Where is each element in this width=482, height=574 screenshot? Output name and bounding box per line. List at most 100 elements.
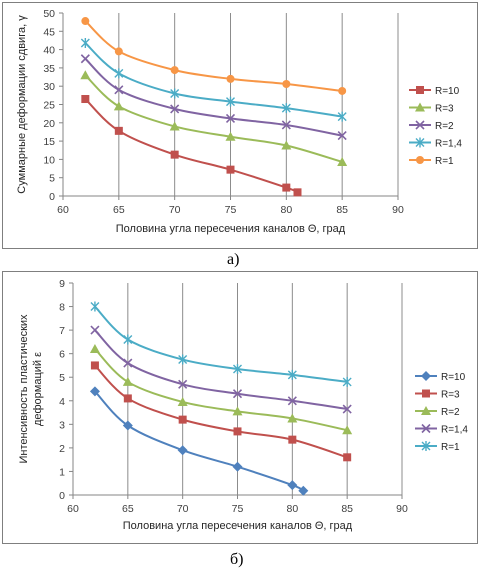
x-tick-label: 70	[169, 204, 181, 216]
y-axis-title: Интенсивность пластических деформаций ε	[18, 314, 44, 464]
legend-marker	[422, 389, 430, 398]
legend-label: R=1,4	[435, 139, 462, 150]
data-point	[226, 74, 235, 83]
data-point	[122, 376, 133, 386]
y-tick-label: 4	[59, 396, 65, 408]
data-point	[90, 325, 100, 335]
data-point	[225, 113, 236, 123]
series-R=1,4	[90, 325, 352, 414]
series-R=10	[89, 386, 309, 496]
data-point	[123, 358, 133, 368]
data-point	[232, 461, 243, 472]
y-axis-title: Суммарные деформации сдвига, γ	[16, 15, 28, 194]
data-point	[337, 156, 348, 166]
series-line	[84, 42, 343, 118]
series-line	[84, 58, 343, 137]
y-axis-title-line: деформаций ε	[32, 352, 44, 426]
data-point	[80, 70, 91, 80]
y-tick-label: 15	[43, 136, 55, 148]
data-point	[89, 386, 100, 397]
data-point	[337, 111, 347, 122]
y-axis-title-line: Интенсивность пластических	[18, 314, 30, 464]
x-tick-label: 85	[336, 204, 348, 216]
series-line	[84, 20, 343, 92]
x-tick-label: 75	[232, 503, 244, 515]
y-tick-label: 6	[59, 349, 65, 361]
x-tick-label: 85	[341, 503, 353, 515]
chart-a-svg: 60 65 70 75 80 85 90 0 5 10 15 20 25 30 35 40 45 50 Полови…	[16, 8, 462, 235]
data-point	[226, 165, 235, 174]
data-point	[123, 394, 132, 403]
legend-label: R=3	[441, 390, 460, 401]
y-tick-label: 3	[59, 419, 65, 431]
data-point	[338, 86, 347, 95]
x-tick-label: 75	[225, 204, 237, 216]
data-point	[287, 396, 297, 406]
data-point	[114, 126, 123, 135]
series-R=10	[81, 95, 302, 197]
data-point	[288, 435, 297, 444]
data-point	[342, 376, 352, 387]
legend-marker	[416, 156, 424, 164]
series-line	[84, 74, 343, 163]
chart-panel-b: 60 65 70 75 80 85 90 0 1 2 3 4 5 6 7 8 9 Половина угла пе…	[2, 271, 478, 544]
y-tick-label: 50	[43, 8, 55, 20]
legend-marker	[415, 137, 425, 148]
series-R=3	[80, 70, 348, 166]
data-point	[170, 104, 180, 114]
x-tick-label: 65	[113, 204, 125, 216]
x-tick-label: 60	[67, 503, 79, 515]
y-tick-label: 7	[59, 325, 65, 337]
y-tick-label: 0	[49, 191, 55, 203]
data-point	[226, 96, 235, 107]
y-tick-label: 30	[43, 81, 55, 93]
y-tick-label: 35	[43, 63, 55, 75]
y-tick-label: 10	[43, 154, 55, 166]
data-point	[178, 415, 187, 424]
x-tick-label: 60	[57, 204, 69, 216]
data-point	[281, 120, 291, 130]
legend-label: R=10	[441, 372, 466, 383]
data-point	[233, 363, 242, 374]
data-point	[177, 445, 188, 456]
data-point	[281, 103, 291, 114]
data-point	[178, 379, 188, 389]
legend-label: R=2	[435, 121, 454, 132]
data-point	[282, 183, 291, 192]
data-point	[287, 413, 298, 423]
y-tick-label: 8	[59, 302, 65, 314]
series-line	[94, 364, 348, 459]
data-point	[293, 188, 302, 197]
x-tick-label: 80	[286, 503, 298, 515]
data-point	[122, 420, 133, 431]
data-point	[232, 406, 243, 416]
caption-a: а)	[227, 251, 240, 268]
data-point	[282, 80, 291, 89]
data-point	[342, 425, 353, 435]
chart-panel-a: 60 65 70 75 80 85 90 0 5 10 15 20 25 30 35 40 45 50 Полови…	[2, 2, 478, 249]
y-tick-label: 45	[43, 26, 55, 38]
data-point	[114, 85, 124, 95]
y-tick-label: 25	[43, 100, 55, 112]
series-R=1	[81, 17, 347, 95]
legend-label: R=1	[441, 442, 460, 453]
caption-b: б)	[230, 551, 244, 568]
y-tick-label: 1	[59, 466, 65, 478]
legend-label: R=2	[441, 407, 460, 418]
y-tick-label: 9	[59, 278, 65, 290]
data-point	[233, 427, 242, 436]
legend-marker	[415, 102, 425, 112]
series-line	[94, 348, 348, 432]
x-tick-label: 65	[122, 503, 134, 515]
legend-marker	[421, 441, 431, 451]
series-R=1	[90, 301, 352, 387]
x-tick-label: 90	[396, 503, 408, 515]
legend-marker	[416, 86, 424, 94]
legend-marker	[421, 406, 431, 415]
legend-marker	[421, 371, 431, 381]
data-point	[169, 121, 180, 131]
legend-marker	[421, 423, 431, 434]
data-point	[170, 66, 179, 75]
y-tick-label: 20	[43, 118, 55, 130]
data-point	[170, 88, 180, 99]
